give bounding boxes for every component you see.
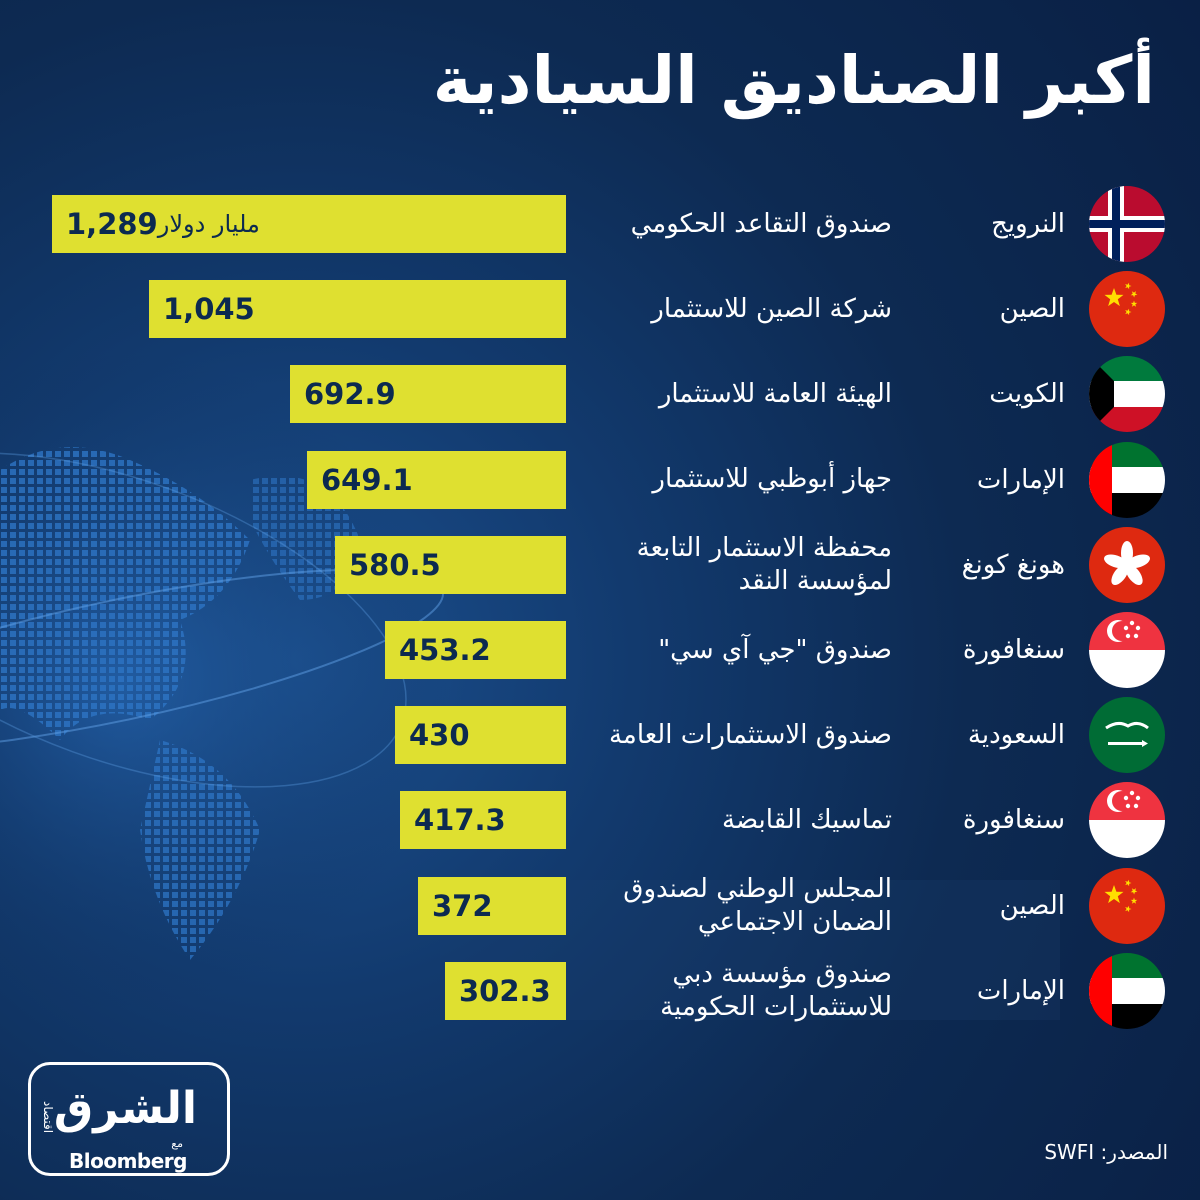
bar: 430 — [395, 706, 566, 765]
country-label: الصين — [999, 890, 1065, 921]
country-label: الإمارات — [976, 975, 1065, 1006]
country-label: سنغافورة — [962, 805, 1065, 836]
bar-value-label: 580.5 — [349, 547, 441, 582]
fund-name-label: صندوق "جي آي سي" — [658, 634, 892, 665]
country-label: هونغ كونغ — [961, 549, 1065, 580]
bar: 692.9 — [290, 365, 566, 424]
bar-value-label: 1,045 — [163, 292, 255, 327]
country-label: الإمارات — [976, 464, 1065, 495]
fund-name-label: محفظة الاستثمار التابعة لمؤسسة النقد — [636, 532, 892, 596]
bar-value-label: 372 — [432, 888, 493, 923]
uae-flag-icon — [1088, 441, 1166, 523]
bar: 1,045 — [149, 280, 566, 339]
country-label: النرويج — [991, 209, 1065, 239]
bar-value-label: 649.1 — [321, 462, 413, 497]
china-flag-icon — [1088, 270, 1166, 352]
logo-sub-text: اقتصاد — [41, 1101, 55, 1134]
unit-label: مليار دولار — [157, 210, 260, 238]
asharq-bloomberg-logo: الشرق اقتصاد مع Bloomberg — [28, 1062, 230, 1176]
bar-value-label: 692.9 — [304, 377, 396, 412]
fund-name-label: صندوق التقاعد الحكومي — [630, 208, 892, 239]
hong-kong-flag-icon — [1088, 526, 1166, 608]
norway-flag-icon — [1088, 185, 1166, 267]
fund-name-label: صندوق مؤسسة دبي للاستثمارات الحكومية — [660, 958, 892, 1022]
country-label: الكويت — [989, 379, 1065, 410]
singapore-flag-icon — [1088, 781, 1166, 863]
bar-value-label: 417.3 — [414, 803, 506, 838]
bar: 1,289 مليار دولار — [52, 195, 566, 253]
bar: 649.1 — [307, 450, 566, 509]
bar: 302.3 — [445, 961, 566, 1020]
fund-name-label: شركة الصين للاستثمار — [651, 293, 892, 324]
fund-name-label: المجلس الوطني لصندوق الضمان الاجتماعي — [623, 873, 892, 937]
country-label: الصين — [999, 294, 1065, 325]
fund-name-label: صندوق الاستثمارات العامة — [608, 719, 892, 750]
logo-main-text: الشرق — [53, 1083, 197, 1134]
bar: 417.3 — [400, 791, 566, 850]
kuwait-flag-icon — [1088, 355, 1166, 437]
logo-bloomberg-text: Bloomberg — [69, 1149, 187, 1173]
bar-value-label: 302.3 — [459, 973, 551, 1008]
bar-value-label: 1,289 — [66, 207, 158, 241]
uae-flag-icon — [1088, 952, 1166, 1034]
bar-value-label: 430 — [409, 718, 470, 753]
country-label: السعودية — [967, 720, 1065, 751]
source-value: SWFI — [1044, 1140, 1095, 1164]
bar: 372 — [418, 876, 566, 935]
fund-name-label: جهاز أبوظبي للاستثمار — [652, 464, 892, 495]
source-note: المصدر: SWFI — [1044, 1140, 1168, 1164]
bar-value-label: 453.2 — [399, 633, 491, 667]
saudi-flag-icon — [1088, 696, 1166, 778]
fund-name-label: الهيئة العامة للاستثمار — [658, 378, 892, 409]
logo-with-text: مع — [171, 1137, 183, 1150]
bar: 580.5 — [335, 535, 566, 594]
bar: 453.2 — [385, 621, 566, 679]
country-label: سنغافورة — [962, 635, 1065, 665]
fund-name-label: تماسيك القابضة — [722, 804, 892, 835]
chart-title: أكبر الصناديق السيادية — [432, 42, 1155, 119]
china-flag-icon — [1088, 867, 1166, 949]
source-label: المصدر: — [1100, 1140, 1168, 1164]
singapore-flag-icon — [1088, 611, 1166, 693]
